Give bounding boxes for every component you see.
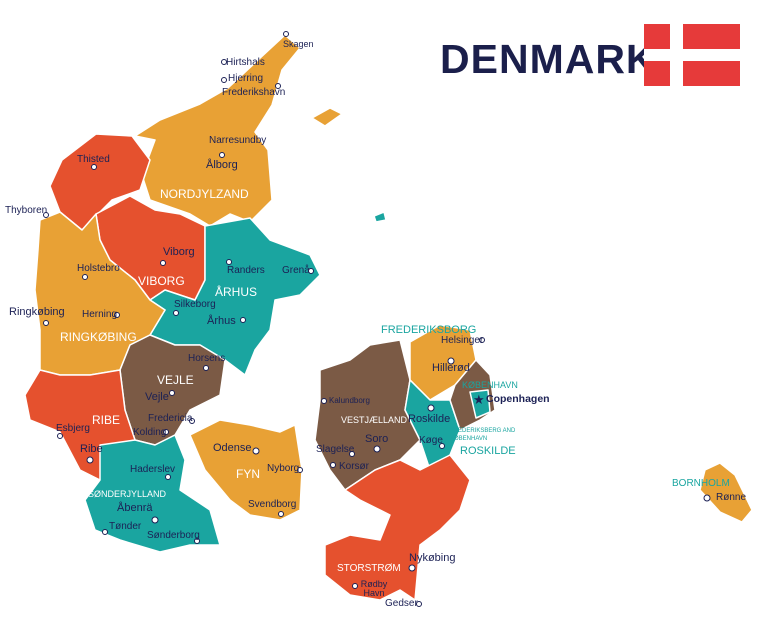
city-koge: Køge bbox=[419, 435, 443, 446]
region-label-fyn: FYN bbox=[236, 467, 260, 481]
region-vestjaelland bbox=[314, 339, 421, 491]
city-randers: Randers bbox=[227, 265, 265, 276]
region-label-ribe: RIBE bbox=[92, 413, 121, 427]
city-viborg: Viborg bbox=[163, 246, 195, 258]
city-slagelse: Slagelse bbox=[316, 444, 355, 455]
city-nyborg: Nyborg bbox=[267, 463, 300, 474]
city-helsinger: Helsinger bbox=[441, 335, 484, 346]
region-label-ringkobing: RINGKØBING bbox=[60, 330, 137, 344]
city-hillerod: Hillerød bbox=[432, 362, 470, 374]
region-label-frb-kbh: FREDERIKSBERG AND KØBENHAVN bbox=[450, 428, 516, 442]
region-storstrom bbox=[324, 454, 471, 601]
island-laeso bbox=[311, 107, 343, 127]
region-label-arhus: ÅRHUS bbox=[215, 285, 258, 299]
city-abenra: Åbenrä bbox=[117, 502, 153, 514]
city-ringkobing: Ringkøbing bbox=[9, 306, 65, 318]
city-silkeborg: Silkeborg bbox=[174, 299, 216, 310]
city-soro: Soro bbox=[365, 433, 389, 445]
city-narresundby: Narresundby bbox=[209, 135, 267, 146]
city-hjerring: Hjerring bbox=[228, 73, 264, 84]
city-arhus: Århus bbox=[207, 315, 236, 327]
region-label-kobenhavn: KØBENHAVN bbox=[462, 380, 518, 390]
city-esbjerg: Esbjerg bbox=[56, 423, 90, 434]
city-herning: Herning bbox=[82, 309, 118, 320]
region-sonderjylland bbox=[84, 434, 221, 553]
city-skagen: Skagen bbox=[283, 39, 314, 49]
city-korsor: Korsør bbox=[339, 461, 369, 472]
region-nordjylland bbox=[134, 34, 301, 227]
city-ronne: Rønne bbox=[716, 492, 747, 503]
island-anholt bbox=[373, 211, 387, 223]
region-arhus bbox=[149, 217, 321, 376]
capital-star-icon: ★ bbox=[473, 392, 485, 407]
city-rodby-havn: Rødby Havn bbox=[360, 579, 388, 598]
region-label-vestjaelland: VESTJÆLLAND bbox=[341, 415, 408, 425]
region-label-viborg: VIBORG bbox=[138, 274, 185, 288]
city-copenhagen: Copenhagen bbox=[486, 393, 550, 405]
city-thisted: Thisted bbox=[77, 154, 110, 165]
region-bornholm bbox=[699, 462, 753, 523]
city-alborg: Ålborg bbox=[206, 159, 238, 171]
city-horsens: Horsens bbox=[188, 353, 226, 364]
city-svendborg: Svendborg bbox=[248, 499, 297, 510]
city-roskilde: Roskilde bbox=[408, 413, 451, 425]
city-nykobing: Nykøbing bbox=[409, 552, 456, 564]
city-tonder: Tønder bbox=[109, 521, 142, 532]
city-fredericia: Fredericia bbox=[148, 413, 193, 424]
region-label-bornholm: BORNHOLM bbox=[672, 478, 730, 489]
city-haderslev: Haderslev bbox=[130, 464, 176, 475]
city-kolding: Kolding bbox=[133, 427, 167, 438]
region-label-frederiksborg: FREDERIKSBORG bbox=[381, 324, 477, 336]
region-label-sonderjylland: SØNDERJYLLAND bbox=[88, 489, 167, 499]
city-ribe: Ribe bbox=[80, 443, 103, 455]
city-grena: Grenå bbox=[282, 265, 310, 276]
region-frb-kbh bbox=[469, 389, 491, 419]
page-title: DENMARK bbox=[440, 36, 657, 82]
city-holstebro: Holstebro bbox=[77, 263, 120, 274]
city-odense: Odense bbox=[213, 442, 252, 454]
city-gedser: Gedser bbox=[385, 598, 418, 609]
city-frederikshavn: Frederikshavn bbox=[222, 87, 286, 98]
city-kalundborg: Kalundborg bbox=[329, 396, 370, 405]
region-label-vejle: VEJLE bbox=[157, 373, 194, 387]
region-label-storstrom: STORSTRØM bbox=[337, 563, 401, 574]
region-thisted bbox=[49, 133, 151, 231]
city-hirtshals: Hirtshals bbox=[226, 57, 265, 68]
region-label-roskilde: ROSKILDE bbox=[460, 445, 516, 457]
city-thyboren: Thyboren bbox=[5, 205, 48, 216]
region-fyn bbox=[189, 419, 303, 521]
city-vejle: Vejle bbox=[145, 391, 169, 403]
region-label-nordjylland: NORDJYLZAND bbox=[160, 187, 249, 201]
city-sonderborg: Sønderborg bbox=[147, 530, 200, 541]
denmark-flag-icon bbox=[644, 24, 740, 86]
